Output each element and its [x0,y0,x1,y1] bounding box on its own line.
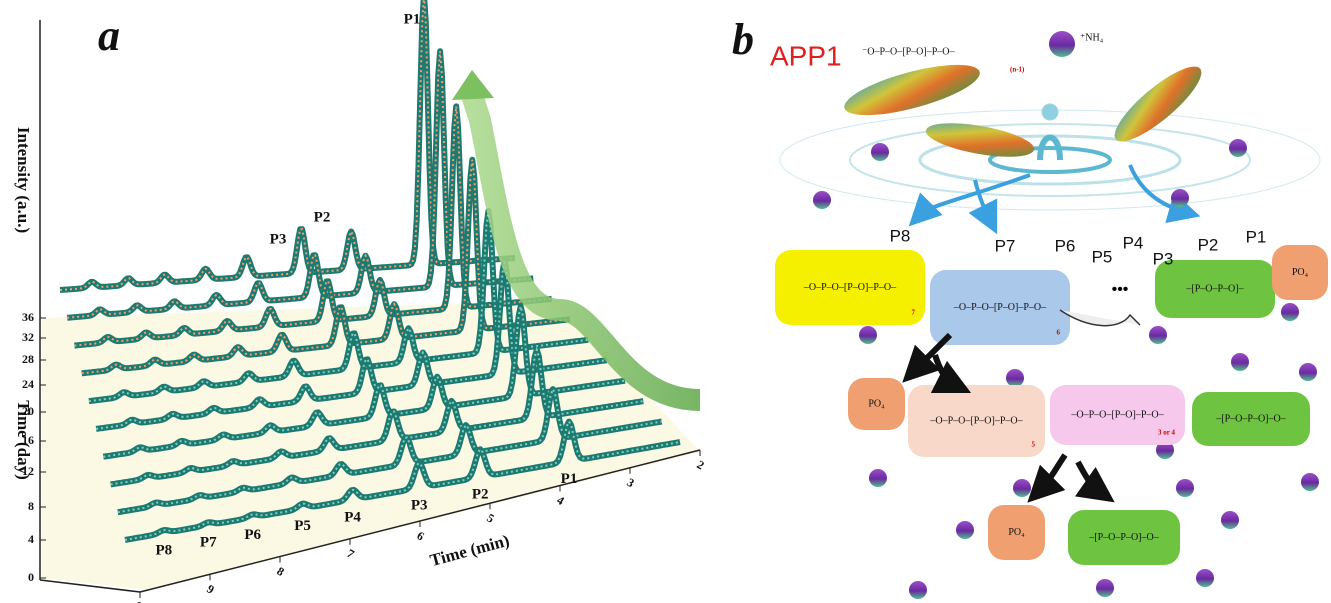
time-tick-label: 4 [555,493,567,508]
ellipsis: ••• [1112,281,1129,298]
peak-label: P8 [156,543,173,559]
sphere [1299,363,1317,381]
trend-arrow-head [452,70,494,100]
boxes: –O–P–O–[P–O]–P–O– 7 –O–P–O–[P–O]–P–O– 6 –[P–… [775,245,1328,565]
sphere [871,143,889,161]
formula-subscript: 7 [912,309,916,317]
sphere [813,191,831,209]
app-subscript: (n-1) [1010,66,1025,74]
peak-label: P4 [344,509,361,525]
figure: a Intensity (a.u.) Time (day) Time (min)… [0,0,1331,603]
panel-label: b [732,15,754,64]
sphere [859,326,877,344]
formula-subscript: 6 [1057,329,1061,337]
sphere [1281,303,1299,321]
peak-label: P5 [294,518,311,534]
formula: –[P–O–P–O]– [1185,283,1244,294]
time-axis-label: Time (min) [428,531,512,570]
formula: PO₄ [1008,527,1025,538]
time-tick-label: 7 [345,546,357,561]
product-label: P7 [995,236,1016,255]
day-tick-label: 4 [28,532,34,546]
peak-label: P1 [561,471,578,487]
sphere [1196,569,1214,587]
day-tick-label: 24 [22,377,34,391]
peak-label: P3 [270,231,287,247]
formula: –O–P–O–[P–O]–P–O– [1070,409,1164,420]
spheres [813,139,1319,599]
sphere [869,469,887,487]
formula: –[P–O–P–O]–O– [1215,413,1286,424]
time-tick-label: 2 [695,457,707,472]
sphere [1171,189,1189,207]
ion-label: ⁺NH₄ [1080,32,1104,43]
formula: –O–P–O–[P–O]–P–O– [953,302,1047,313]
day-tick-label: 16 [22,433,34,447]
product-label: P3 [1153,249,1174,268]
sphere [956,521,974,539]
time-tick-label: 10 [132,598,149,603]
sphere [1221,511,1239,529]
sphere [1176,479,1194,497]
day-tick-label: 32 [22,330,34,344]
day-tick-label: 36 [22,310,34,324]
peak-label: P2 [314,209,331,225]
product-label: P1 [1246,227,1267,246]
formula: –[P–O–P–O]–O– [1088,532,1159,543]
sphere [1301,473,1319,491]
sphere [1006,369,1024,387]
formula-subscript: 3 or 4 [1158,429,1175,437]
product-label: P6 [1055,236,1076,255]
peak-label: P1 [404,11,421,27]
product-label: P4 [1123,233,1144,252]
water [780,104,1320,210]
app-title: APP1 [770,40,842,71]
formula-subscript: 5 [1032,441,1036,449]
time-tick-label: 3 [625,475,637,490]
peak-label: P3 [411,497,428,513]
product-label: P2 [1198,235,1219,254]
day-tick-label: 20 [22,404,34,418]
sphere [909,581,927,599]
product-label: P5 [1092,247,1113,266]
scissors [1060,310,1140,326]
leaf [1106,56,1211,151]
app-formula: ⁻O–P–O–[P–O]–P–O– [862,46,956,57]
sphere [1096,579,1114,597]
ion-sphere [1049,31,1075,57]
formula: PO₄ [1292,267,1309,278]
day-tick-label: 12 [22,464,34,478]
day-tick-label: 0 [28,570,34,584]
sphere [1229,139,1247,157]
sphere [1149,326,1167,344]
peak-label: P2 [472,487,489,503]
time-tick-label: 9 [205,582,217,597]
y-axis-label: Intensity (a.u.) [14,127,33,233]
peak-label: P7 [200,535,217,551]
formula: –O–P–O–[P–O]–P–O– [803,282,897,293]
sphere [1013,479,1031,497]
day-tick-label: 28 [22,352,34,366]
panel-label: a [98,11,120,60]
sphere [1231,353,1249,371]
peak-label: P6 [244,527,261,543]
leaf [840,54,985,125]
formula: –O–P–O–[P–O]–P–O– [929,415,1023,426]
time-tick-label: 5 [485,511,497,526]
day-tick-label: 8 [28,499,34,513]
product-label: P8 [890,226,911,245]
time-tick-label: 8 [275,564,287,579]
time-tick-label: 6 [415,528,427,543]
formula: PO₄ [868,398,885,409]
